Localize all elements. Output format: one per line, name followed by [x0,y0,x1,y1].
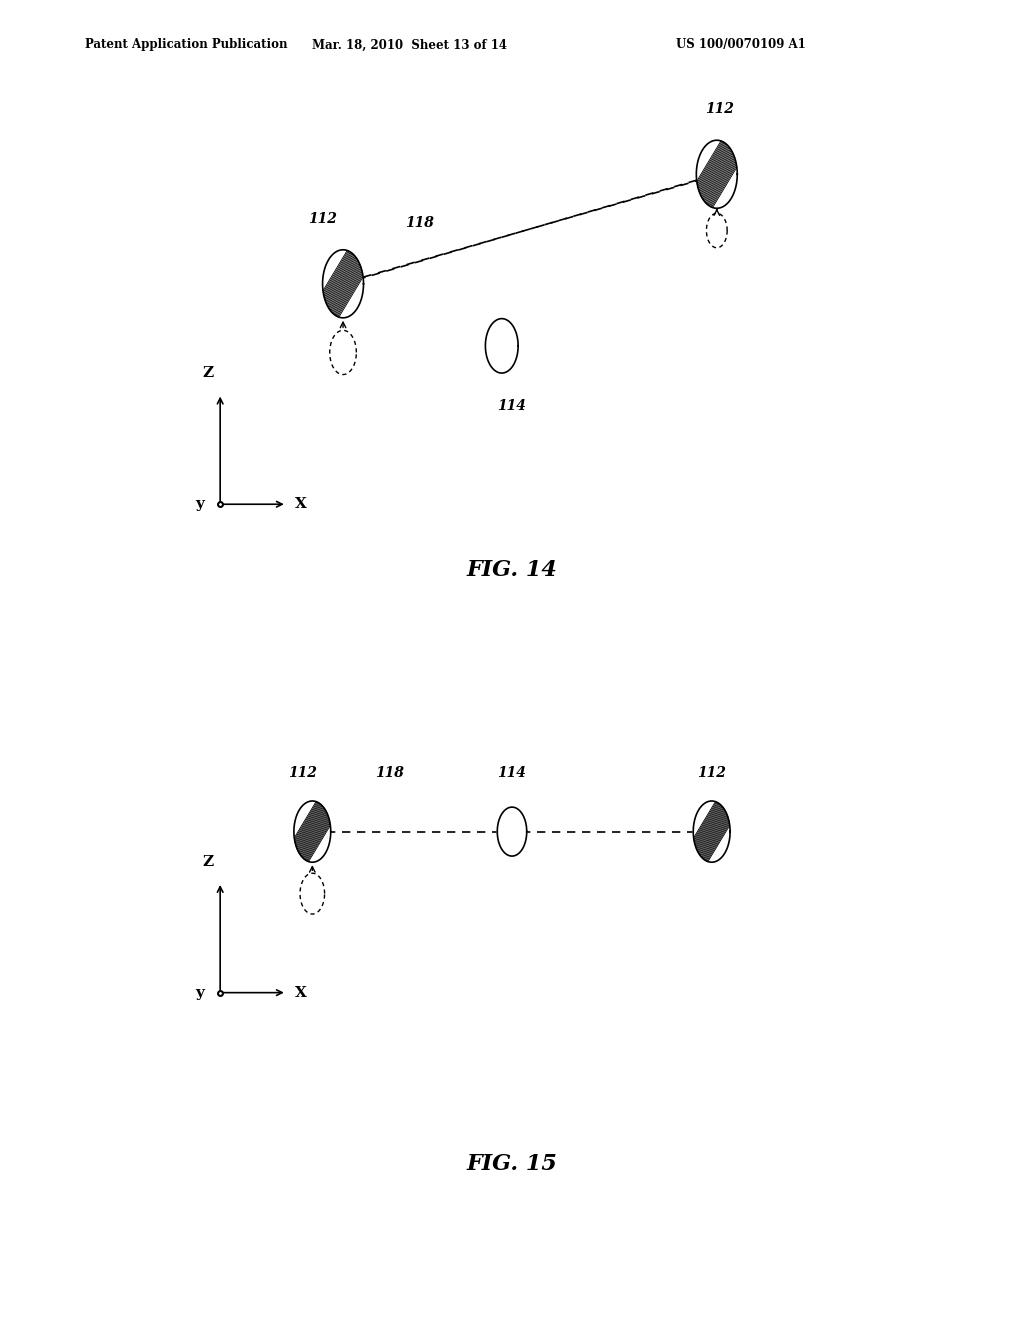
Polygon shape [498,807,526,857]
Text: FIG. 15: FIG. 15 [467,1154,557,1175]
Polygon shape [330,330,356,375]
Text: X: X [295,498,307,511]
Text: 114: 114 [498,400,526,413]
Text: 112: 112 [706,103,734,116]
Text: 118: 118 [375,766,403,780]
Polygon shape [707,214,727,248]
Polygon shape [696,140,737,209]
Text: X: X [295,986,307,999]
Text: Patent Application Publication: Patent Application Publication [85,38,288,51]
Text: 114: 114 [498,766,526,780]
Text: Z: Z [203,855,213,869]
Text: 112: 112 [288,766,316,780]
Polygon shape [294,801,331,862]
Text: Mar. 18, 2010  Sheet 13 of 14: Mar. 18, 2010 Sheet 13 of 14 [312,38,507,51]
Text: y: y [195,498,204,511]
Polygon shape [300,874,325,913]
Text: 112: 112 [308,213,337,226]
Text: y: y [195,986,204,999]
Polygon shape [693,801,730,862]
Polygon shape [485,318,518,374]
Text: 112: 112 [697,766,726,780]
Text: FIG. 14: FIG. 14 [467,560,557,581]
Text: Z: Z [203,367,213,380]
Text: 118: 118 [406,216,434,230]
Polygon shape [323,249,364,318]
Text: US 100/0070109 A1: US 100/0070109 A1 [676,38,806,51]
